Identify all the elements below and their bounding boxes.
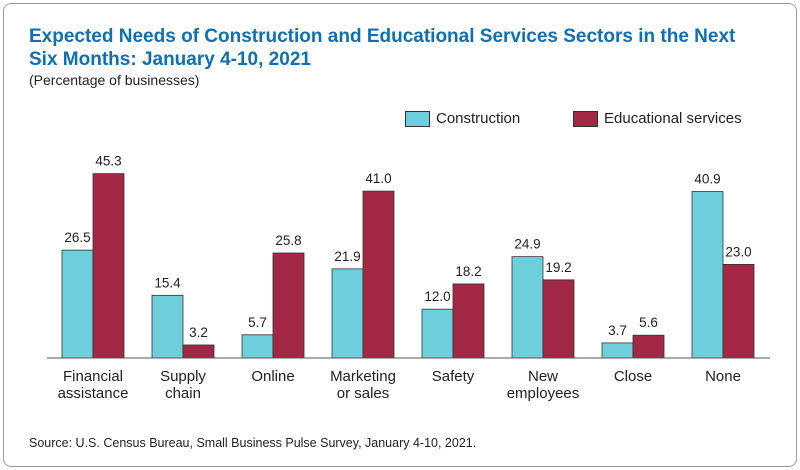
bar-educational-services xyxy=(722,263,755,359)
legend-label-educational-services: Educational services xyxy=(604,110,742,127)
category-label: Marketing xyxy=(330,368,396,385)
data-label-construction: 12.0 xyxy=(424,289,450,304)
category-label: Financial xyxy=(63,368,123,385)
data-label-construction: 26.5 xyxy=(64,230,90,245)
bar-construction xyxy=(151,294,184,359)
bar-educational-services xyxy=(182,344,215,359)
data-label-educational-services: 3.2 xyxy=(189,325,208,340)
bar-construction xyxy=(511,256,544,359)
category-label: New xyxy=(528,368,558,385)
bar-educational-services xyxy=(452,283,485,359)
data-label-educational-services: 19.2 xyxy=(545,260,571,275)
bar-construction xyxy=(601,342,634,359)
bar-educational-services xyxy=(92,173,125,359)
category-label: assistance xyxy=(58,385,129,402)
bar-construction xyxy=(421,308,454,359)
data-label-construction: 5.7 xyxy=(248,315,267,330)
data-label-educational-services: 23.0 xyxy=(725,244,751,259)
category-label: Safety xyxy=(432,368,475,385)
legend-swatch-educational-services xyxy=(573,110,598,127)
data-label-educational-services: 41.0 xyxy=(365,171,391,186)
data-label-educational-services: 45.3 xyxy=(95,154,121,169)
chart-frame xyxy=(3,3,797,467)
bar-educational-services xyxy=(362,190,395,359)
category-label: Close xyxy=(614,368,652,385)
legend-label-construction: Construction xyxy=(436,110,521,127)
bar-educational-services xyxy=(632,334,665,359)
bar-construction xyxy=(241,334,274,359)
chart-subtitle: (Percentage of businesses) xyxy=(29,72,200,88)
category-label: chain xyxy=(165,385,201,402)
category-label: or sales xyxy=(337,385,390,402)
bar-construction xyxy=(691,191,724,359)
data-label-construction: 3.7 xyxy=(608,323,627,338)
bar-construction xyxy=(331,268,364,359)
data-label-construction: 21.9 xyxy=(334,249,360,264)
data-label-construction: 40.9 xyxy=(694,172,720,187)
bar-educational-services xyxy=(542,279,575,359)
data-label-educational-services: 25.8 xyxy=(275,233,301,248)
legend: Construction Educational services xyxy=(0,110,800,132)
chart-title: Expected Needs of Construction and Educa… xyxy=(29,26,736,70)
data-label-educational-services: 5.6 xyxy=(639,315,658,330)
data-label-construction: 15.4 xyxy=(154,275,181,290)
legend-swatch-construction xyxy=(405,110,430,127)
data-label-construction: 24.9 xyxy=(514,237,540,252)
legend-item-construction: Construction xyxy=(405,110,520,127)
legend-item-educational-services: Educational services xyxy=(573,110,742,127)
bar-construction xyxy=(61,249,94,359)
category-label: None xyxy=(705,368,741,385)
category-label: Online xyxy=(251,368,294,385)
data-label-educational-services: 18.2 xyxy=(455,264,481,279)
source-note: Source: U.S. Census Bureau, Small Busine… xyxy=(29,436,477,450)
category-label: employees xyxy=(507,385,580,402)
category-label: Supply xyxy=(160,368,206,385)
bar-educational-services xyxy=(272,252,305,359)
